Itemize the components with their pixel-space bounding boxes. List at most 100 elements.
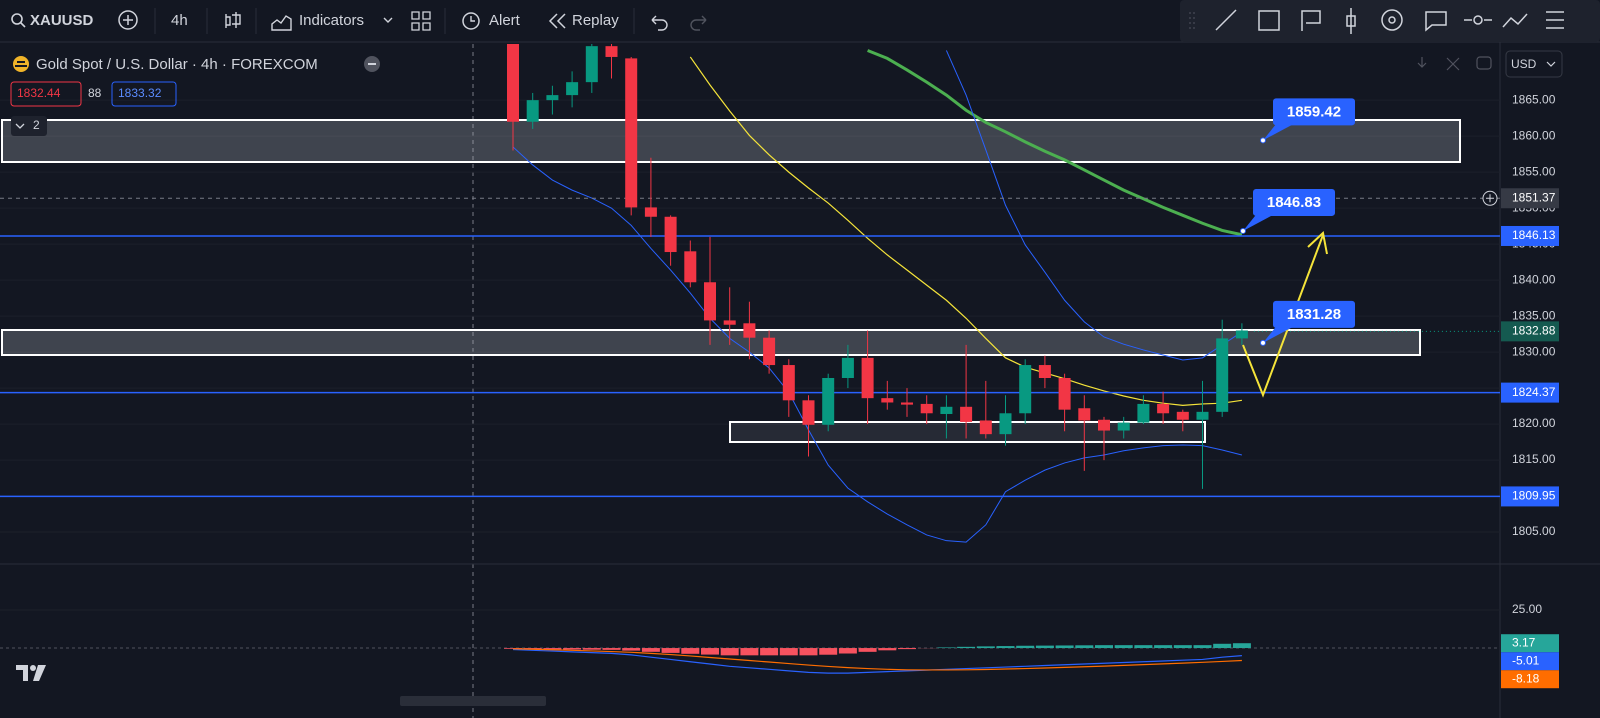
- histogram-bar: [523, 648, 542, 650]
- callout-label: 1831.28: [1287, 306, 1341, 323]
- alert-icon: [470, 16, 475, 22]
- zone-rectangle[interactable]: [1, 329, 1421, 356]
- candle-body: [585, 46, 598, 83]
- drag-handle[interactable]: [1189, 12, 1195, 30]
- histogram-bar: [1154, 645, 1173, 649]
- candle-body: [723, 320, 736, 325]
- crosshair-price-label: 1851.37: [1512, 190, 1556, 204]
- logo-mark: [30, 665, 36, 671]
- zone-rectangle[interactable]: [729, 421, 1206, 443]
- interval[interactable]: 4h: [171, 12, 188, 29]
- callout-anchor: [1260, 339, 1266, 346]
- candle-body: [822, 378, 835, 425]
- callout-anchor: [1240, 227, 1246, 234]
- last-price-label: 1832.88: [1512, 324, 1556, 338]
- y-tick-label: 1855.00: [1512, 164, 1556, 178]
- histogram-bar: [799, 648, 818, 656]
- candle-body: [960, 406, 973, 422]
- candle-body: [841, 357, 854, 379]
- comment-tool[interactable]: [1425, 11, 1447, 32]
- fullscreen-button[interactable]: [1476, 56, 1492, 70]
- alert-icon[interactable]: [462, 12, 480, 30]
- drawing-toolbar: [1180, 0, 1600, 42]
- candle-body: [881, 398, 894, 403]
- indicators-toggle[interactable]: [11, 116, 47, 136]
- alert-button[interactable]: Alert: [489, 12, 521, 29]
- templates-button[interactable]: [411, 11, 431, 31]
- macd-pane: [0, 643, 1500, 674]
- histogram-bar: [1055, 645, 1074, 649]
- callout-tool[interactable]: [1301, 10, 1321, 31]
- line-price-label: 1824.37: [1512, 385, 1556, 399]
- chart-type-button[interactable]: [225, 12, 241, 28]
- histogram-bar: [898, 648, 916, 650]
- histogram-bar: [819, 648, 838, 655]
- line-price-label: 1809.95: [1512, 489, 1556, 503]
- callout-label: 1859.42: [1287, 103, 1341, 120]
- search-icon[interactable]: [11, 13, 23, 25]
- scroll-button[interactable]: [1417, 57, 1427, 68]
- currency[interactable]: USD: [1511, 57, 1537, 71]
- candle-body: [1117, 422, 1130, 431]
- price-axis: 1805.001810.001815.001820.001825.001830.…: [1482, 92, 1559, 538]
- y-tick-label: 1805.00: [1512, 524, 1556, 538]
- histogram-bar: [582, 648, 601, 650]
- macd-value-bg: [1501, 652, 1559, 671]
- candle-body: [605, 46, 618, 57]
- candle-body: [1078, 408, 1091, 421]
- signal-line: [512, 648, 1242, 671]
- ask-price[interactable]: 1833.32: [118, 86, 162, 100]
- undo-button[interactable]: [651, 15, 668, 31]
- candle-body: [1235, 330, 1248, 339]
- currency-dropdown: [1546, 61, 1556, 67]
- indicators-button[interactable]: Indicators: [299, 12, 364, 29]
- ask-box[interactable]: [111, 81, 177, 107]
- candle-body: [861, 357, 874, 399]
- candle-body: [507, 44, 519, 122]
- legend: Gold Spot / U.S. Dollar · 4h · FOREXCOM …: [10, 56, 380, 136]
- circle-tool[interactable]: [1381, 9, 1403, 31]
- price-range-tool[interactable]: [1346, 8, 1356, 34]
- histogram-bar: [878, 648, 897, 651]
- reset-button[interactable]: [1446, 57, 1460, 71]
- replay-icon[interactable]: [548, 13, 566, 29]
- histogram-bar: [681, 648, 700, 654]
- histogram-bar: [602, 648, 621, 650]
- redo-button: [690, 15, 707, 31]
- histogram-bar: [957, 646, 976, 649]
- scrollbar[interactable]: [400, 696, 546, 706]
- histogram-value-label: 3.17: [1512, 635, 1536, 649]
- currency-box[interactable]: [1505, 50, 1563, 78]
- zone-rectangle[interactable]: [1, 119, 1461, 163]
- bid-price[interactable]: 1832.44: [17, 86, 61, 100]
- bid-box[interactable]: [10, 81, 82, 107]
- replay-button[interactable]: Replay: [572, 12, 619, 29]
- candle-body: [1098, 419, 1110, 431]
- path-tool[interactable]: [1502, 13, 1528, 28]
- zones: [1, 119, 1461, 443]
- indicators-icon[interactable]: [271, 15, 292, 31]
- histogram-bar: [976, 646, 995, 649]
- candle-body: [782, 365, 795, 401]
- search-icon: [20, 22, 26, 28]
- histogram-bar: [563, 648, 582, 650]
- candle-body: [1196, 411, 1209, 420]
- projection-path[interactable]: [1242, 234, 1324, 398]
- candle-body: [1058, 378, 1071, 410]
- more-tools[interactable]: [1546, 11, 1564, 29]
- symbol[interactable]: XAUUSD: [30, 12, 94, 29]
- candle-body: [704, 282, 716, 321]
- histogram-bar: [622, 648, 641, 651]
- dropdown-icon[interactable]: [383, 17, 393, 23]
- line-price-label-bg: [1501, 225, 1559, 246]
- callout-anchor: [1260, 137, 1266, 144]
- y-tick-label: 1820.00: [1512, 416, 1556, 430]
- chevron: [15, 123, 25, 129]
- callout-box: [1253, 188, 1335, 216]
- trendline-tool[interactable]: [1215, 9, 1237, 31]
- rectangle-tool[interactable]: [1258, 10, 1280, 31]
- candle-body: [644, 207, 657, 217]
- candle-body: [526, 100, 539, 122]
- compare-button[interactable]: [118, 10, 138, 30]
